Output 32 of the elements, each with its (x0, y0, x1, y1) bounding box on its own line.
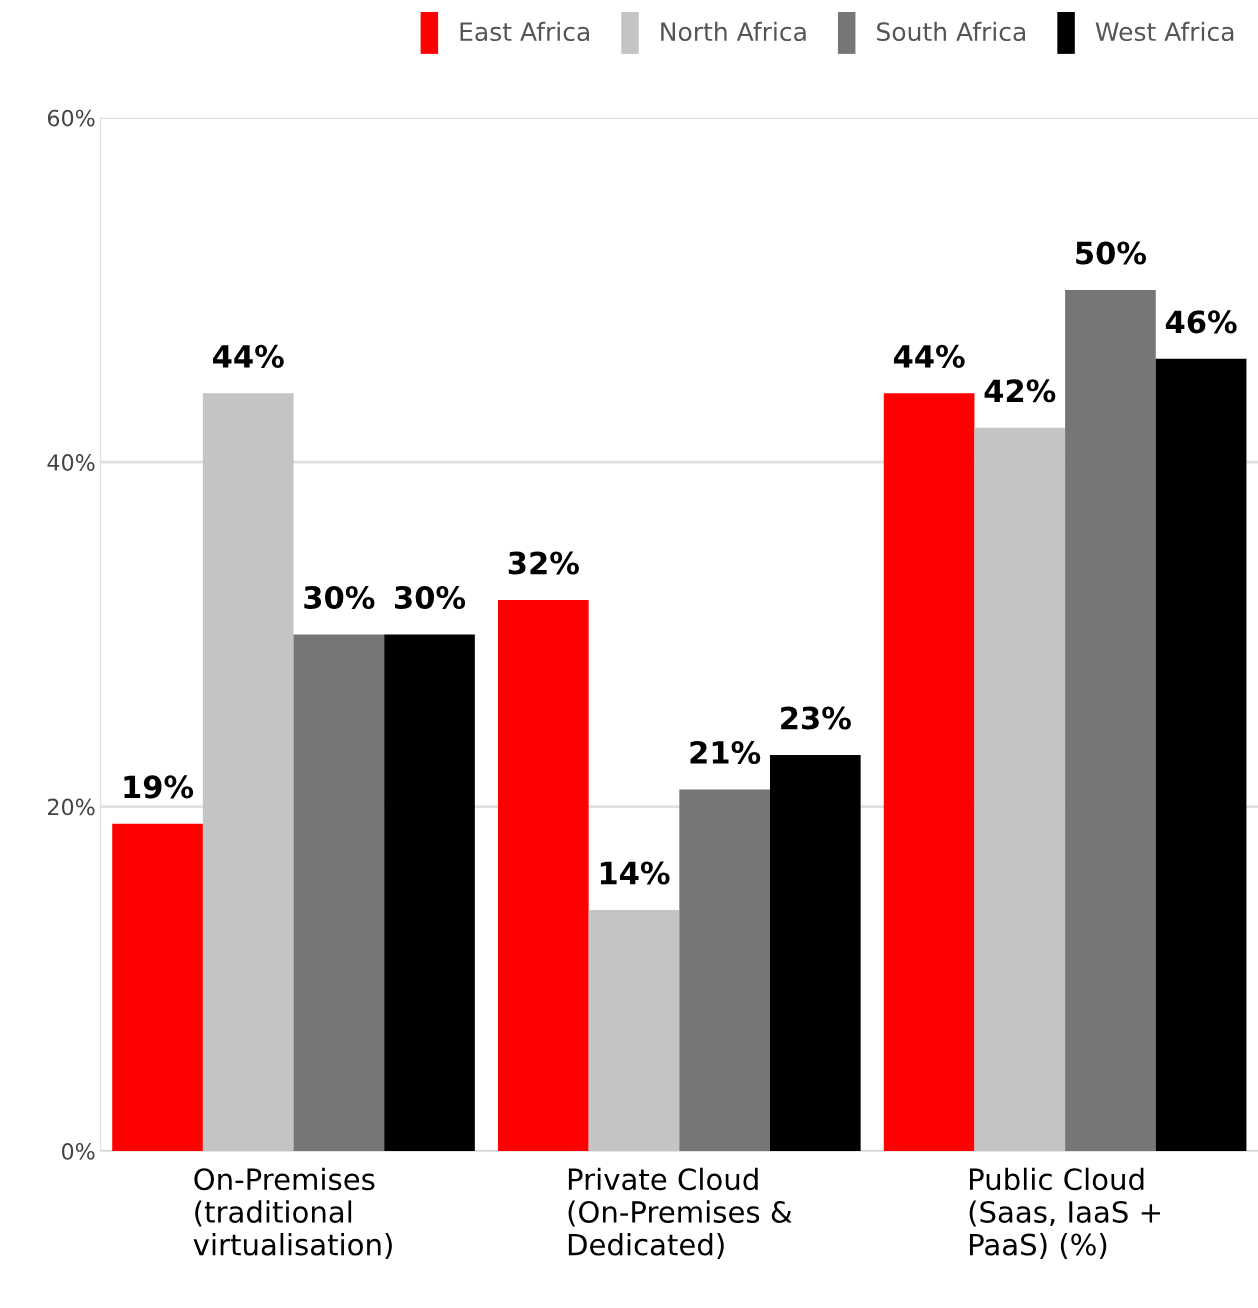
text: 30% (395, 585, 466, 610)
bar (1065, 289, 1156, 1152)
bar (769, 754, 861, 1152)
text: 50% (1076, 241, 1147, 265)
text: 42% (984, 379, 1056, 403)
text: 23% (781, 706, 851, 730)
bar (293, 634, 385, 1152)
legend-label: East Africa (460, 21, 590, 42)
text: 21% (690, 740, 761, 765)
bar (679, 789, 770, 1152)
legend-label: South Africa (877, 21, 1026, 42)
bar (384, 634, 475, 1152)
text: 19% (124, 775, 194, 799)
y-tick-label: 60% (47, 109, 95, 127)
text: 44% (213, 344, 284, 368)
bar (1155, 358, 1247, 1152)
text: 46% (1165, 310, 1237, 334)
legend-label: West Africa (1095, 21, 1234, 42)
x-tick-label: Private Cloud (On-Premises & Dedicated) (568, 1167, 792, 1260)
legend-label: North Africa (661, 21, 806, 42)
text: 32% (508, 551, 579, 575)
bar (112, 823, 203, 1152)
text: 14% (600, 861, 670, 885)
y-tick-label: 20% (48, 798, 95, 816)
text: 30% (304, 585, 375, 610)
x-tick-label: On-Premises (traditional virtualisation) (193, 1167, 392, 1260)
y-tick-label: 0% (61, 1142, 95, 1160)
text: 44% (893, 344, 965, 368)
y-tick-label: 40% (47, 454, 95, 471)
x-tick-label: Public Cloud (Saas, IaaS + PaaS) (%) (969, 1167, 1160, 1260)
bar (883, 393, 975, 1152)
bar (498, 599, 589, 1152)
